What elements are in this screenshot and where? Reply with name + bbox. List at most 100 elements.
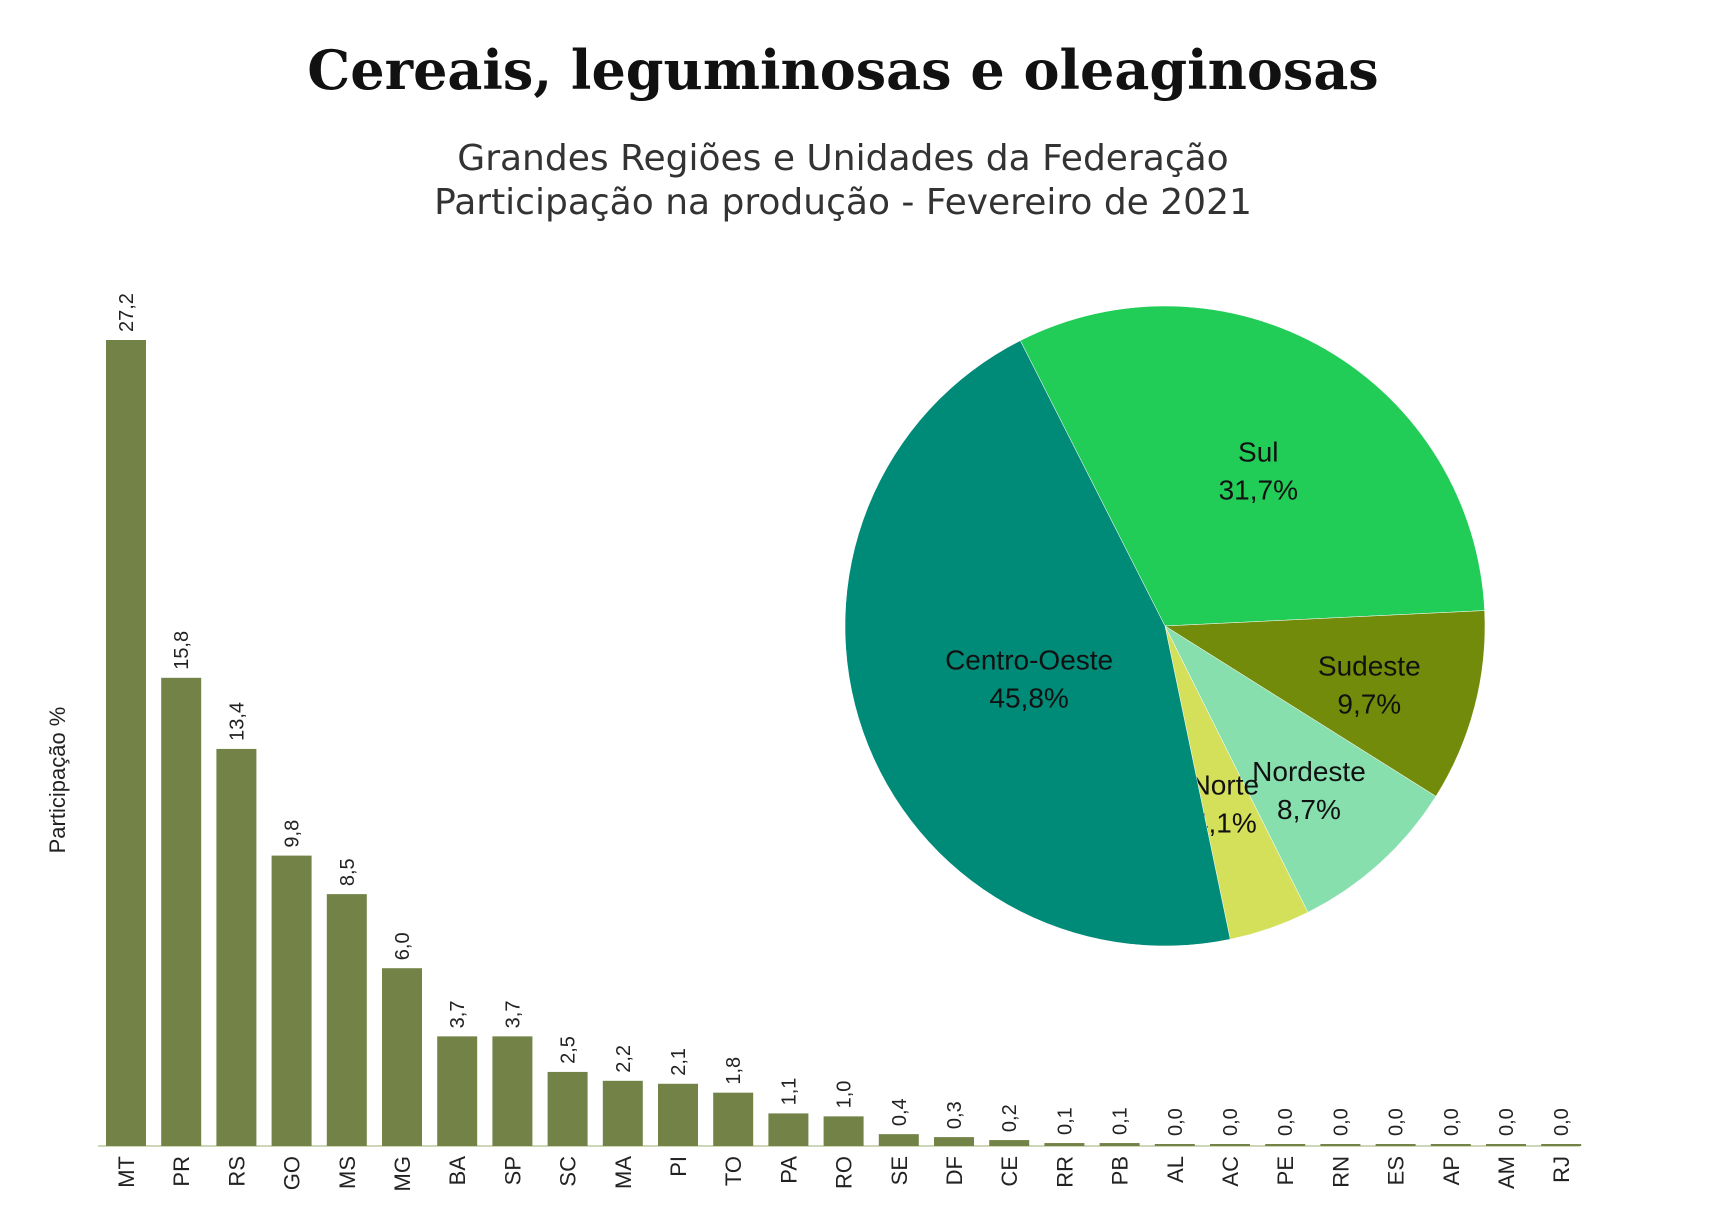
bar-value-label-al: 0,0 xyxy=(1165,1108,1187,1136)
x-tick-label-ac: AC xyxy=(1218,1156,1243,1187)
pie-value-label-centro-oeste: 45,8% xyxy=(989,683,1068,714)
x-tick-label-pr: PR xyxy=(169,1156,194,1187)
x-tick-label-pe: PE xyxy=(1273,1156,1298,1185)
bar-value-label-ma: 2,2 xyxy=(613,1045,635,1073)
bar-se xyxy=(878,1134,919,1146)
x-tick-label-pi: PI xyxy=(666,1156,691,1177)
chart-subtitle-line-2: Participação na produção - Fevereiro de … xyxy=(434,182,1252,223)
x-tick-label-mg: MG xyxy=(390,1156,415,1191)
bar-rr xyxy=(1044,1143,1085,1146)
bar-value-label-pa: 1,1 xyxy=(778,1078,800,1106)
pie-value-label-sul: 31,7% xyxy=(1219,475,1298,506)
pie-slice-sul xyxy=(1019,305,1485,627)
x-tick-label-ce: CE xyxy=(997,1156,1022,1187)
bar-ce xyxy=(989,1140,1030,1146)
bar-df xyxy=(934,1137,974,1146)
x-tick-label-se: SE xyxy=(887,1156,912,1185)
bar-value-label-rj: 0,0 xyxy=(1551,1108,1573,1136)
x-tick-label-ms: MS xyxy=(335,1156,360,1189)
x-tick-label-rn: RN xyxy=(1328,1156,1353,1188)
x-tick-label-ap: AP xyxy=(1439,1156,1464,1185)
bar-chart: Participação % 27,2 MT 15,8 PR 13,4 RS 9,8 GO 8,… xyxy=(45,293,1582,1191)
bar-value-label-sp: 3,7 xyxy=(502,1001,524,1029)
bar-sc xyxy=(547,1071,588,1146)
bar-value-label-pb: 0,1 xyxy=(1110,1107,1132,1135)
pie-value-label-nordeste: 8,7% xyxy=(1277,794,1341,825)
bar-rs xyxy=(216,748,257,1146)
bar-go xyxy=(271,855,312,1146)
x-tick-label-rs: RS xyxy=(224,1156,249,1187)
bar-value-label-pe: 0,0 xyxy=(1275,1108,1297,1136)
bar-value-label-ap: 0,0 xyxy=(1441,1108,1463,1136)
bar-to xyxy=(713,1092,754,1146)
bar-value-label-rs: 13,4 xyxy=(226,702,248,741)
pie-slice-sudeste xyxy=(1164,610,1486,797)
x-tick-label-pa: PA xyxy=(776,1156,801,1184)
bar-ro xyxy=(823,1116,864,1146)
bar-value-label-am: 0,0 xyxy=(1496,1108,1518,1136)
bar-ma xyxy=(602,1080,643,1146)
x-tick-label-to: TO xyxy=(721,1156,746,1186)
bar-value-label-rn: 0,0 xyxy=(1330,1108,1352,1136)
bar-value-label-pi: 2,1 xyxy=(668,1048,690,1076)
bar-value-label-to: 1,8 xyxy=(723,1057,745,1085)
bar-mg xyxy=(382,968,422,1146)
bar-value-label-go: 9,8 xyxy=(282,820,304,848)
x-tick-label-am: AM xyxy=(1494,1156,1519,1189)
bar-value-label-ms: 8,5 xyxy=(337,858,359,886)
pie-label-norte: Norte xyxy=(1191,769,1259,800)
x-tick-label-ba: BA xyxy=(445,1156,470,1186)
bar-value-label-mt: 27,2 xyxy=(116,293,138,332)
bar-value-label-rr: 0,1 xyxy=(1054,1107,1076,1135)
pie-label-nordeste: Nordeste xyxy=(1252,756,1366,787)
chart-subtitle-line-1: Grandes Regiões e Unidades da Federação xyxy=(457,138,1229,179)
bar-ms xyxy=(326,894,367,1146)
bar-value-label-ac: 0,0 xyxy=(1220,1108,1242,1136)
x-tick-label-mt: MT xyxy=(114,1156,139,1188)
bar-value-label-ro: 1,0 xyxy=(834,1081,856,1109)
bar-ba xyxy=(437,1036,478,1146)
bar-al xyxy=(1154,1144,1195,1146)
bar-mt xyxy=(106,340,146,1146)
x-tick-label-sp: SP xyxy=(500,1156,525,1185)
bar-value-label-es: 0,0 xyxy=(1386,1108,1408,1136)
pie-slice-centro-oeste xyxy=(844,340,1231,947)
bar-rn xyxy=(1320,1144,1361,1146)
bar-es xyxy=(1375,1144,1416,1146)
x-tick-label-rr: RR xyxy=(1052,1156,1077,1188)
x-tick-label-go: GO xyxy=(280,1156,305,1190)
x-tick-label-sc: SC xyxy=(556,1156,581,1187)
pie-value-label-sudeste: 9,7% xyxy=(1337,689,1401,720)
bar-sp xyxy=(492,1036,533,1146)
x-tick-label-al: AL xyxy=(1163,1156,1188,1183)
pie-label-centro-oeste: Centro-Oeste xyxy=(945,645,1113,676)
bar-ap xyxy=(1430,1144,1471,1146)
bar-pi xyxy=(658,1083,698,1146)
bar-pa xyxy=(768,1113,809,1146)
x-tick-label-ma: MA xyxy=(611,1156,636,1189)
chart-title: Cereais, leguminosas e oleaginosas xyxy=(307,38,1379,102)
pie-slice-nordeste xyxy=(1164,625,1437,913)
bar-value-label-pr: 15,8 xyxy=(171,631,193,670)
pie-label-sudeste: Sudeste xyxy=(1318,651,1421,682)
x-tick-label-df: DF xyxy=(942,1156,967,1185)
x-tick-label-pb: PB xyxy=(1108,1156,1133,1185)
bar-value-label-df: 0,3 xyxy=(944,1101,966,1129)
bar-value-label-ba: 3,7 xyxy=(447,1001,469,1029)
bar-rj xyxy=(1541,1144,1582,1146)
pie-label-sul: Sul xyxy=(1238,437,1278,468)
bar-am xyxy=(1486,1144,1526,1146)
bar-value-label-ce: 0,2 xyxy=(999,1104,1021,1132)
bar-pr xyxy=(161,677,202,1146)
bar-pe xyxy=(1265,1144,1306,1146)
pie-chart: Sul31,7%Sudeste9,7%Nordeste8,7%Norte4,1%… xyxy=(844,305,1486,947)
bar-value-label-se: 0,4 xyxy=(889,1098,911,1126)
bar-pb xyxy=(1099,1143,1140,1146)
bar-ac xyxy=(1210,1144,1250,1146)
bar-value-label-sc: 2,5 xyxy=(558,1036,580,1064)
x-tick-label-rj: RJ xyxy=(1549,1156,1574,1183)
x-tick-label-ro: RO xyxy=(832,1156,857,1189)
bar-value-label-mg: 6,0 xyxy=(392,932,414,960)
x-tick-label-es: ES xyxy=(1384,1156,1409,1185)
